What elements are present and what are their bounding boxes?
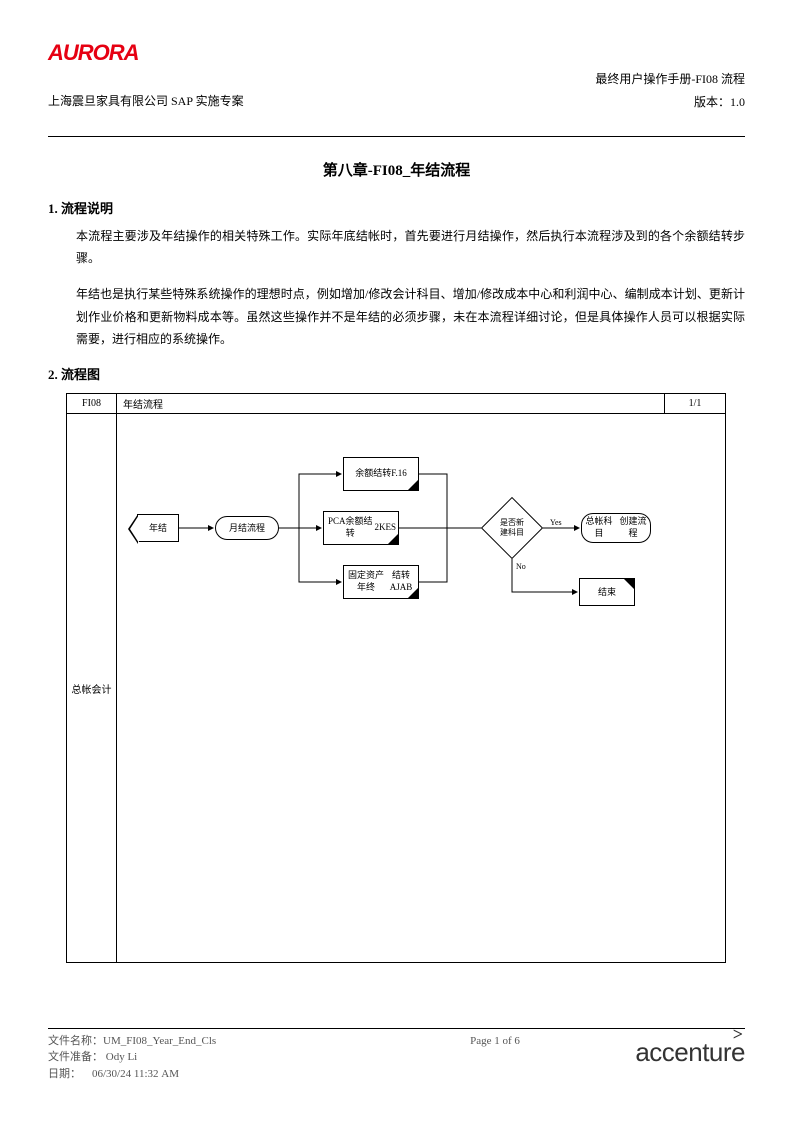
- flow-page: 1/1: [665, 394, 725, 413]
- flow-code: FI08: [67, 394, 117, 413]
- edge-label-yes: Yes: [549, 518, 563, 527]
- chapter-title: 第八章-FI08_年结流程: [48, 159, 745, 180]
- flowchart-frame: FI08 年结流程 1/1 总帐会计 年结 月结流程: [66, 393, 726, 963]
- accenture-logo: > accenture: [575, 1033, 745, 1083]
- edge-label-no: No: [515, 562, 527, 571]
- project-subtitle: 上海震旦家具有限公司 SAP 实施专案: [48, 92, 244, 109]
- page-footer: 文件名称：UM_FI08_Year_End_Cls 文件准备： Ody Li 日…: [48, 1028, 745, 1083]
- section-1-heading: 1. 流程说明: [48, 198, 745, 217]
- header-rule: [48, 136, 745, 137]
- doc-title: 最终用户操作手册-FI08 流程: [595, 68, 745, 91]
- node-pca-carryforward: PCA余额结转2KES: [323, 511, 399, 545]
- flowchart-header-row: FI08 年结流程 1/1: [67, 394, 725, 414]
- flow-title: 年结流程: [117, 394, 665, 413]
- flowchart-body: 总帐会计 年结 月结流程 余额结转F.16: [67, 414, 725, 963]
- swimlane-label: 总帐会计: [67, 414, 117, 963]
- process-corner-icon: [388, 534, 398, 544]
- paragraph-2: 年结也是执行某些特殊系统操作的理想时点，例如增加/修改会计科目、增加/修改成本中…: [76, 283, 745, 350]
- node-start: 年结: [137, 514, 179, 542]
- paragraph-1: 本流程主要涉及年结操作的相关特殊工作。实际年底结帐时，首先要进行月结操作，然后执…: [76, 225, 745, 269]
- footer-meta: 文件名称：UM_FI08_Year_End_Cls 文件准备： Ody Li 日…: [48, 1033, 415, 1083]
- footer-page-number: Page 1 of 6: [415, 1033, 575, 1083]
- node-decision-new-account: 是否新建科目: [490, 506, 534, 550]
- node-end: 结束: [579, 578, 635, 606]
- end-corner-icon: [624, 579, 634, 589]
- node-asset-yearend: 固定资产年终结转AJAB: [343, 565, 419, 599]
- flowchart-canvas: 年结 月结流程 余额结转F.16 PCA余额结转2KES 固定资产年终结转AJA…: [117, 414, 725, 963]
- header-right: 最终用户操作手册-FI08 流程 版本：1.0: [595, 68, 745, 114]
- page-header: AURORA 上海震旦家具有限公司 SAP 实施专案 最终用户操作手册-FI08…: [48, 40, 745, 130]
- section-2-heading: 2. 流程图: [48, 364, 745, 383]
- process-corner-icon: [408, 588, 418, 598]
- node-month-close: 月结流程: [215, 516, 279, 540]
- flowchart-connectors: [117, 414, 725, 963]
- node-balance-carryforward: 余额结转F.16: [343, 457, 419, 491]
- version-line: 版本：1.0: [595, 91, 745, 114]
- aurora-logo: AURORA: [48, 40, 745, 66]
- footer-rule: [48, 1028, 745, 1029]
- process-corner-icon: [408, 480, 418, 490]
- node-gl-create-process: 总帐科目创建流程: [581, 513, 651, 543]
